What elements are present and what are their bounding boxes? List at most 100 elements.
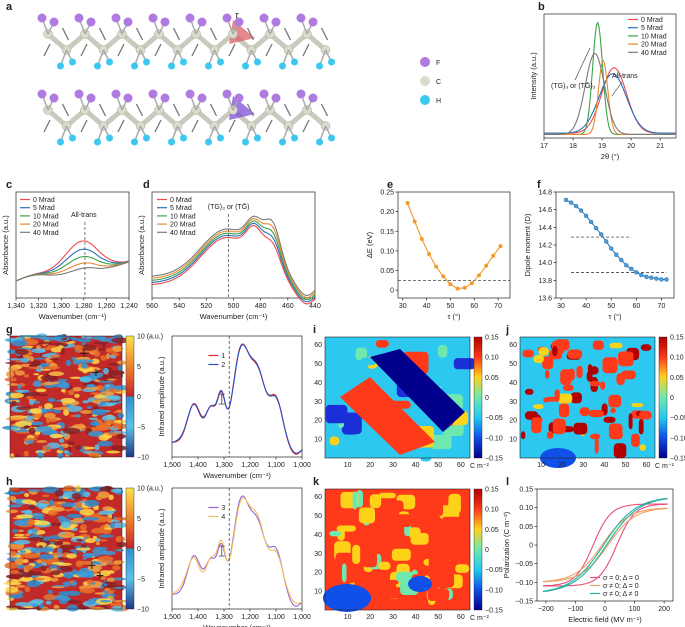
g-map-speckle: [17, 384, 22, 390]
j-map-domain: [631, 403, 644, 408]
g-map-speckle: [88, 430, 104, 437]
k-map-domain: [451, 549, 471, 556]
h-map-speckle: [43, 540, 61, 543]
h-map-speckle: [16, 564, 26, 569]
g-map-speckle: [111, 352, 120, 356]
k-map-domain: [323, 584, 371, 612]
y-tick-label: 0.10: [380, 248, 394, 255]
h-map-speckle: [81, 517, 99, 521]
g-map-speckle: [60, 348, 65, 355]
j-map-domain: [576, 365, 583, 379]
x-axis-label: τ (°): [447, 312, 461, 321]
k-map-colorbar: [473, 488, 483, 611]
h-map-speckle: [115, 535, 125, 543]
panel-e-energy-chart: 30 40 50 60 70 0 0.05 0.10 0.15 0.20 0.25 τ (°) ΔE (…: [365, 190, 511, 321]
i-map-domain: [355, 347, 367, 361]
g-map-speckle: [114, 419, 128, 424]
k-map-frame: [324, 488, 471, 611]
x-tick-label: 540: [173, 303, 185, 310]
panel-letter-h: h: [6, 476, 13, 488]
side-atom: [74, 13, 84, 23]
x-tick-label: 1,200: [241, 614, 259, 621]
dipole-arrow: [191, 43, 199, 57]
g-map-speckle: [52, 381, 60, 384]
g-map-colorbar-label: −10: [137, 455, 149, 462]
side-atom: [49, 93, 59, 103]
j-map-domain: [609, 342, 623, 349]
g-map-speckle: [61, 389, 66, 393]
i-map-y-tick-label: 40: [314, 380, 322, 387]
k-map-x-tick-label: 30: [389, 614, 397, 621]
g-map-speckle: [38, 341, 53, 345]
h-map-speckle: [113, 560, 125, 565]
j-map-domain: [639, 444, 646, 451]
dipole-arrow: [117, 119, 125, 133]
y-tick-label: 14.6: [538, 207, 552, 214]
panel-letter-d: d: [143, 179, 150, 191]
j-map-domain: [557, 393, 573, 404]
f-point: [583, 213, 589, 219]
h-map-speckle: [106, 577, 115, 583]
dipole-arrow: [283, 27, 292, 41]
h-map-speckle: [24, 586, 31, 593]
side-atom: [279, 62, 286, 70]
x-tick-label: 1,100: [267, 614, 285, 621]
g-map-speckle: [23, 425, 30, 428]
side-atom: [74, 89, 84, 99]
dipole-arrow: [154, 119, 162, 133]
h-map-speckle: [70, 580, 75, 584]
dipole-arrow: [135, 27, 144, 41]
g-map-speckle: [113, 411, 119, 414]
side-atom: [37, 89, 47, 99]
i-map-colorbar-label: 0.15: [485, 335, 499, 342]
h-map-speckle: [6, 496, 17, 501]
e-point: [498, 244, 503, 249]
x-tick-label: 200: [658, 606, 670, 613]
x-tick-label: 1,200: [241, 462, 259, 469]
h-map-speckle: [50, 570, 61, 576]
x-tick-label: 70: [658, 303, 666, 310]
h-map-speckle: [99, 577, 107, 580]
axes-frame: [397, 191, 511, 299]
k-map-domain: [455, 564, 470, 573]
g-map-speckle: [112, 345, 124, 352]
h-map-speckle: [5, 605, 22, 608]
axes-frame: [15, 191, 130, 299]
h-map-speckle: [5, 509, 19, 514]
k-map-y-tick-label: 30: [314, 551, 322, 558]
side-atom: [106, 58, 113, 66]
h-map-speckle: [54, 489, 64, 497]
side-atom: [160, 93, 170, 103]
g-map-speckle: [25, 396, 34, 399]
j-map-domain: [573, 422, 588, 435]
side-atom: [242, 138, 249, 146]
j-map-domain: [616, 373, 625, 386]
g-map-marker-1: +: [80, 345, 88, 361]
g-map-speckle: [73, 344, 84, 350]
x-tick-label: 70: [494, 303, 502, 310]
g-map-speckle: [82, 400, 90, 404]
g-map-speckle: [79, 376, 92, 383]
h-map-speckle: [110, 519, 121, 523]
i-map-colorbar-label: −0.15: [485, 456, 503, 463]
k-map-colorbar-label: 0.10: [485, 507, 499, 514]
k-map-domain: [387, 500, 404, 513]
g-map-speckle: [75, 414, 81, 418]
axes-frame: [171, 487, 303, 610]
f-point: [644, 274, 649, 279]
dipole-arrow: [43, 119, 51, 133]
x-tick-label: 480: [255, 303, 267, 310]
b-legend-entry: 20 Mrad: [641, 42, 667, 49]
h-map-speckle: [99, 600, 112, 603]
h-map-speckle: [71, 492, 82, 500]
f-point: [598, 232, 604, 237]
k-map-x-tick-label: 50: [434, 614, 442, 621]
g-map-speckle: [5, 362, 22, 364]
i-map-y-tick-label: 50: [314, 361, 322, 368]
j-map-y-tick-label: 10: [509, 437, 517, 444]
h-map-speckle: [50, 522, 58, 526]
h-map-speckle: [51, 586, 65, 589]
d-series-10-Mrad: [151, 220, 316, 301]
g-map-speckle: [19, 357, 30, 363]
k-map-domain: [441, 516, 462, 530]
